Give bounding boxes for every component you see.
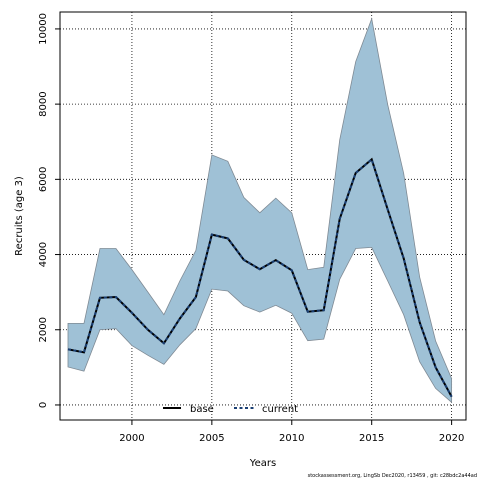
x-tick-label: 2020 <box>439 433 464 444</box>
y-tick-label: 6000 <box>38 167 49 192</box>
series-lines <box>67 157 453 398</box>
y-axis-label: Recruits (age 3) <box>14 176 25 256</box>
y-tick-label: 2000 <box>38 317 49 342</box>
y-tick-label: 8000 <box>38 91 49 116</box>
y-tick-label: 0 <box>38 402 49 408</box>
confidence-band <box>67 17 453 404</box>
y-tick-label: 10000 <box>38 13 49 45</box>
legend: base current <box>163 404 298 415</box>
legend-current-label: current <box>262 404 298 415</box>
y-tick-label: 4000 <box>38 242 49 267</box>
x-tick-label: 2000 <box>119 433 144 444</box>
x-axis: 2000 2005 2010 2015 2020 <box>119 420 464 444</box>
legend-base-label: base <box>190 404 214 415</box>
confidence-band-area <box>67 17 453 404</box>
plot-frame <box>59 11 467 421</box>
series-line-current <box>67 157 453 398</box>
y-axis: 0 2000 4000 6000 8000 10000 <box>38 13 60 408</box>
x-axis-label: Years <box>249 458 276 469</box>
x-tick-label: 2015 <box>359 433 384 444</box>
x-tick-label: 2005 <box>199 433 224 444</box>
footer-credit: stockassessment.org, LingSb Dec2020, r13… <box>307 473 477 479</box>
x-tick-label: 2010 <box>279 433 304 444</box>
